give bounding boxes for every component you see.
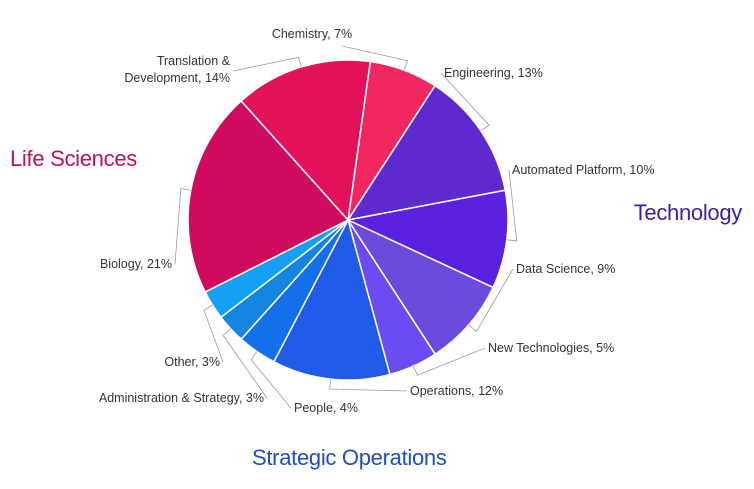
slice-label-0: Chemistry, 7% — [272, 27, 352, 41]
leader-line-8 — [203, 304, 224, 363]
leader-line-6 — [250, 351, 292, 409]
pie-slices — [187, 59, 509, 381]
slice-label-5: Operations, 12% — [410, 384, 503, 398]
slice-label-1: Engineering, 13% — [444, 66, 543, 80]
group-label-technology: Technology — [633, 200, 743, 225]
pie-slice-5 — [273, 219, 391, 381]
leader-line-9 — [174, 188, 191, 265]
leader-line-1 — [440, 72, 490, 132]
slice-label-3: Data Science, 9% — [516, 262, 615, 276]
slice-label-2: Automated Platform, 10% — [512, 163, 654, 177]
slice-label-10: Translation & Development, 14% — [124, 54, 230, 85]
slice-label-9: Biology, 21% — [100, 257, 172, 271]
pie-slice-2 — [347, 189, 509, 289]
pie-slice-1 — [347, 84, 506, 221]
pie-labels: Chemistry, 7% Engineering, 13% Automated P… — [99, 27, 655, 415]
leader-line-2 — [506, 169, 518, 242]
slice-label-8: Other, 3% — [164, 355, 220, 369]
leader-line-5 — [329, 379, 408, 392]
group-label-life-sciences: Life Sciences — [10, 146, 137, 171]
leader-line-3 — [468, 268, 514, 333]
pie-slice-3 — [347, 219, 494, 355]
leader-line-0 — [341, 45, 409, 71]
slice-label-7: Administration & Strategy, 3% — [99, 391, 264, 405]
group-label-strategic-operations: Strategic Operations — [252, 445, 447, 470]
leader-line-7 — [222, 328, 268, 399]
slice-label-4: New Technologies, 5% — [488, 341, 614, 355]
leader-line-10 — [232, 56, 302, 72]
leader-line-4 — [412, 347, 486, 376]
slice-label-6: People, 4% — [294, 401, 358, 415]
